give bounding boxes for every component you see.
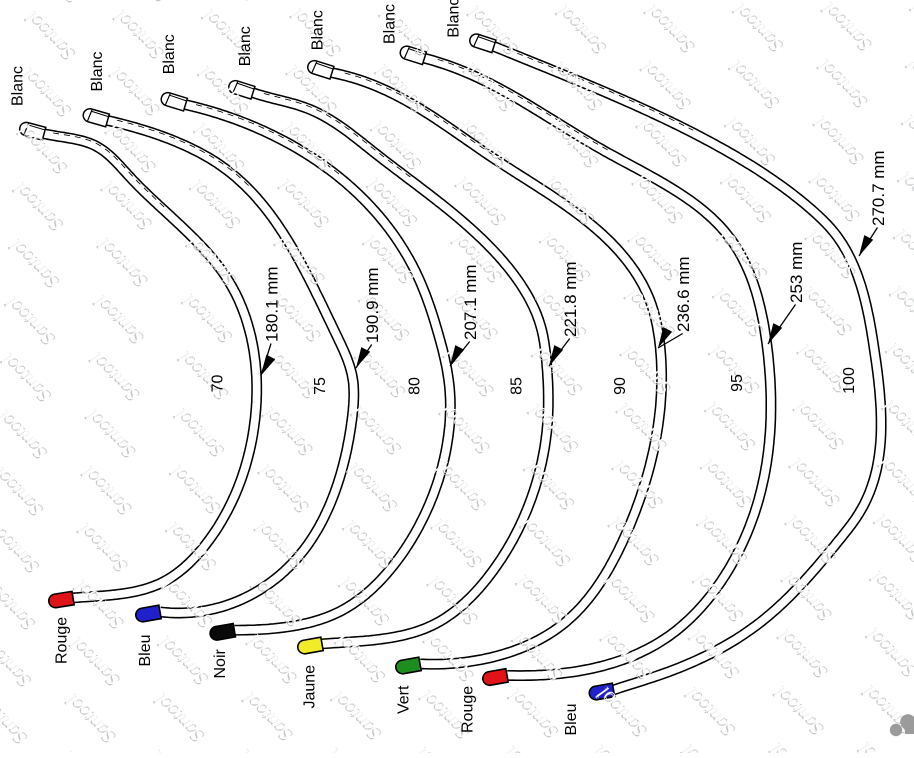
svg-text:253 mm: 253 mm <box>787 242 806 303</box>
svg-text:180.1 mm: 180.1 mm <box>263 266 282 342</box>
svg-text:70: 70 <box>209 375 226 393</box>
svg-text:100: 100 <box>841 367 858 394</box>
svg-text:207.1 mm: 207.1 mm <box>461 264 480 340</box>
svg-text:Blanc: Blanc <box>9 66 26 106</box>
svg-text:Blanc: Blanc <box>309 10 326 50</box>
svg-text:Blanc: Blanc <box>89 51 106 91</box>
svg-text:Blanc: Blanc <box>237 26 254 66</box>
svg-text:Noir: Noir <box>212 648 229 678</box>
svg-text:Jaune: Jaune <box>302 665 319 709</box>
svg-text:Vert: Vert <box>396 685 413 714</box>
svg-text:Rouge: Rouge <box>460 686 477 733</box>
svg-text:236.6 mm: 236.6 mm <box>674 256 693 332</box>
svg-text:Bleu: Bleu <box>137 634 154 666</box>
svg-text:Blanc: Blanc <box>382 4 399 44</box>
svg-text:Blanc: Blanc <box>446 0 463 38</box>
svg-text:270.7 mm: 270.7 mm <box>869 150 888 226</box>
svg-text:90: 90 <box>612 377 629 395</box>
svg-text:Rouge: Rouge <box>54 617 71 664</box>
svg-text:85: 85 <box>508 377 525 395</box>
svg-text:190.9 mm: 190.9 mm <box>363 267 382 343</box>
svg-text:Blanc: Blanc <box>161 34 178 74</box>
svg-text:221.8 mm: 221.8 mm <box>561 261 580 337</box>
svg-text:75: 75 <box>312 377 329 395</box>
svg-text:95: 95 <box>729 374 746 392</box>
svg-text:Bleu: Bleu <box>563 703 580 735</box>
svg-text:80: 80 <box>406 377 423 395</box>
